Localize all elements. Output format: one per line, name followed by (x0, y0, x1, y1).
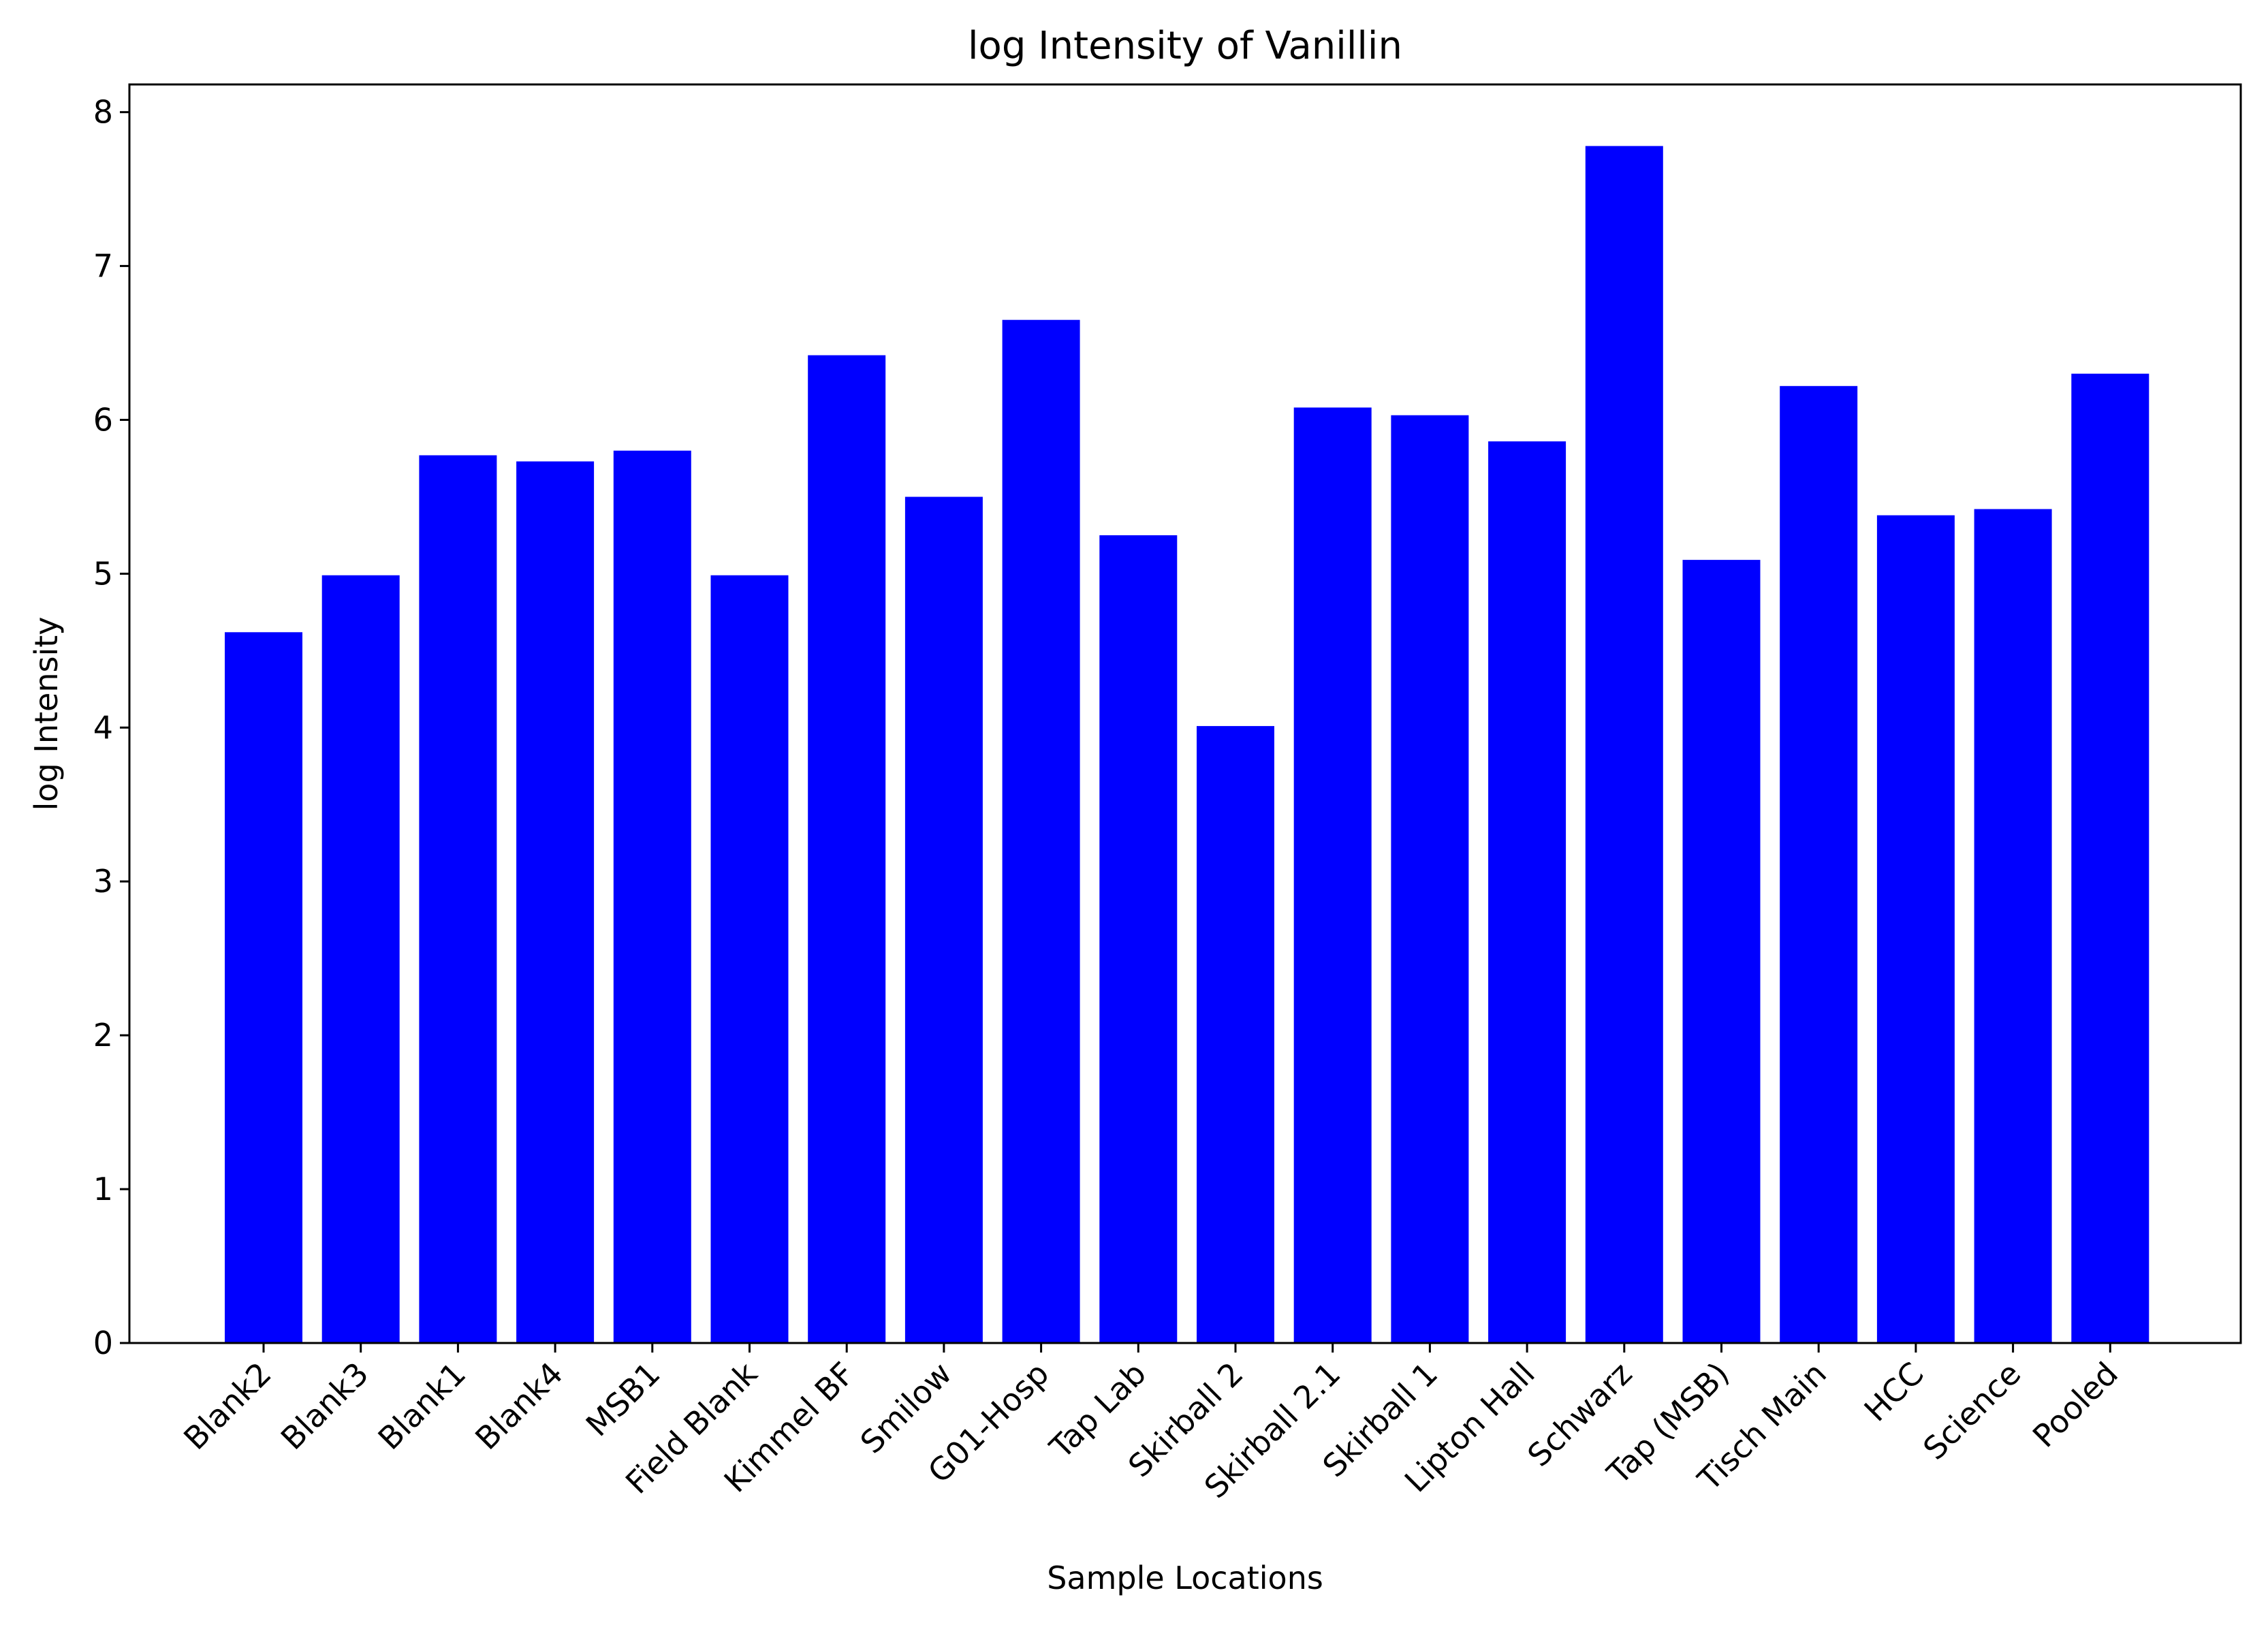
bar-19 (2071, 373, 2149, 1344)
x-axis-label: Sample Locations (1047, 1560, 1323, 1596)
y-tick-label: 4 (93, 709, 113, 746)
bar-9 (1099, 535, 1178, 1343)
x-tick-label: Pooled (2026, 1355, 2125, 1455)
y-tick-label: 7 (93, 248, 113, 285)
bar-10 (1197, 726, 1274, 1343)
y-tick-label: 2 (93, 1017, 113, 1054)
bar-15 (1682, 560, 1761, 1343)
y-tick-label: 6 (93, 401, 113, 438)
y-axis-ticks: 0 1 2 3 4 5 6 7 8 (93, 94, 129, 1361)
bar-14 (1585, 146, 1663, 1343)
y-tick-label: 3 (93, 863, 113, 900)
bar-4 (613, 450, 691, 1344)
x-tick-label: Blank2 (176, 1355, 279, 1457)
y-tick-label: 0 (93, 1325, 113, 1361)
bar-13 (1488, 441, 1566, 1343)
bar-17 (1876, 515, 1955, 1343)
bar-11 (1293, 407, 1372, 1343)
x-tick-label: HCC (1857, 1355, 1931, 1429)
bar-16 (1780, 385, 1858, 1343)
bar-0 (225, 632, 302, 1343)
plot-frame (128, 83, 2242, 1344)
bar-7 (904, 496, 983, 1343)
chart-title: log Intensity of Vanillin (968, 24, 1402, 68)
bars-group (225, 146, 2149, 1344)
bar-2 (419, 455, 497, 1343)
bar-8 (1002, 319, 1080, 1344)
y-axis-label: log Intensity (28, 617, 65, 811)
bar-1 (321, 575, 400, 1344)
bar-3 (516, 461, 595, 1343)
bar-6 (808, 355, 886, 1343)
x-tick-label: Science (1916, 1355, 2028, 1467)
x-tick-label: Blank3 (274, 1355, 376, 1457)
y-tick-label: 1 (93, 1171, 113, 1207)
x-tick-label: MSB1 (579, 1355, 667, 1444)
bar-12 (1391, 415, 1469, 1344)
y-tick-label: 5 (93, 555, 113, 592)
x-tick-label: Blank1 (371, 1355, 473, 1457)
bar-5 (710, 575, 789, 1344)
bar-18 (1974, 509, 2052, 1343)
y-tick-label: 8 (93, 94, 113, 131)
x-tick-label: Blank4 (468, 1355, 570, 1457)
